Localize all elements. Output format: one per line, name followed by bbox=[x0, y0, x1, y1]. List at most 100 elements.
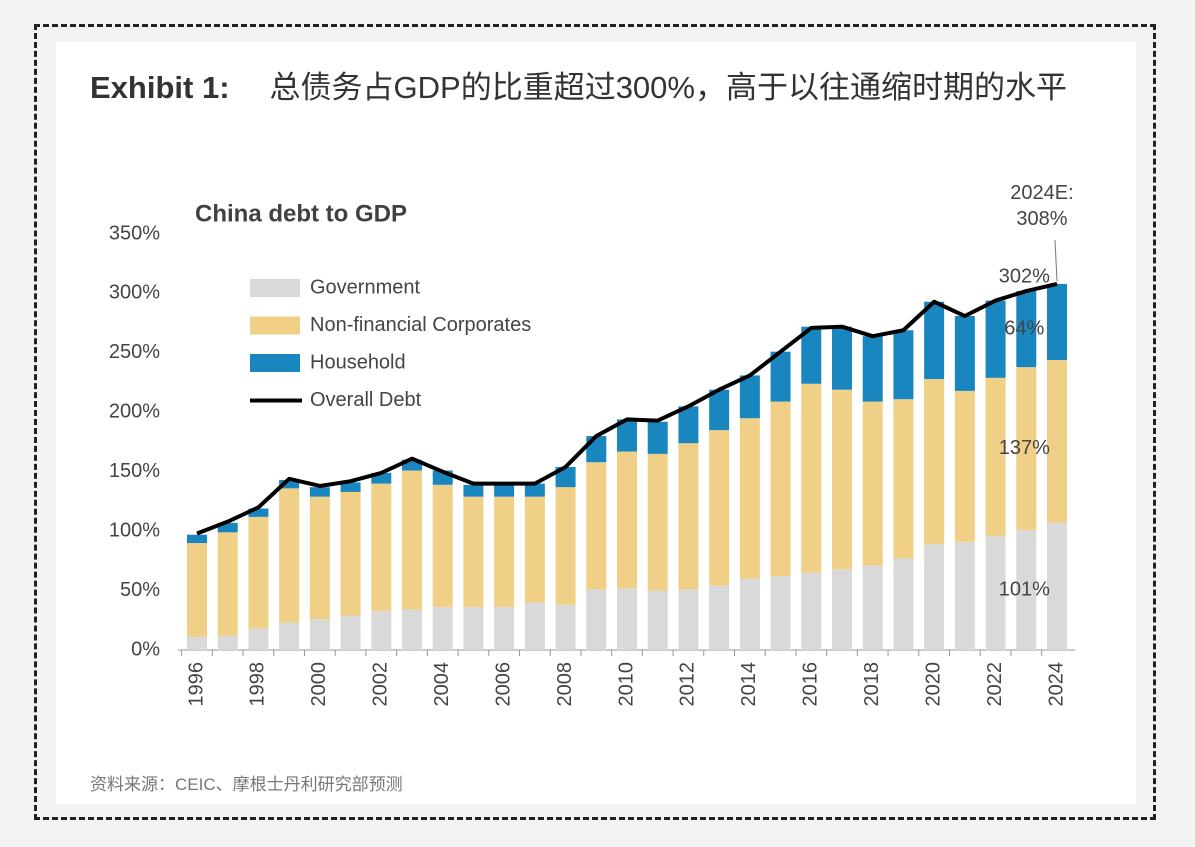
y-tick-label: 0% bbox=[131, 638, 160, 660]
bar-segment bbox=[893, 330, 914, 400]
bar-segment bbox=[555, 604, 576, 650]
value-label-text: 2024E: 308% bbox=[1010, 182, 1074, 230]
legend-swatch bbox=[250, 316, 300, 335]
value-label: 137% bbox=[999, 437, 1050, 459]
bar-segment bbox=[678, 589, 699, 650]
bar-segment bbox=[187, 534, 207, 544]
bar-segment bbox=[494, 496, 515, 608]
bar-segment bbox=[770, 576, 791, 650]
bar-segment bbox=[985, 300, 1006, 378]
bar-segment bbox=[985, 377, 1006, 536]
value-label: 101% bbox=[999, 578, 1050, 600]
source: 资料来源：CEIC、摩根士丹利研究部预测 bbox=[90, 775, 403, 794]
bar-segment bbox=[617, 451, 637, 589]
bar-segment bbox=[1047, 359, 1067, 523]
bar-segment bbox=[340, 482, 361, 492]
bar-segment bbox=[555, 487, 576, 605]
bar-segment bbox=[279, 622, 300, 650]
bar-segment bbox=[248, 628, 269, 650]
bar-segment bbox=[1047, 283, 1067, 360]
line bbox=[196, 281, 1058, 536]
bar-segment bbox=[309, 487, 330, 497]
x-tick-label: 2022 bbox=[984, 662, 1006, 707]
bar-segment bbox=[862, 565, 883, 650]
frame bbox=[34, 24, 1156, 820]
x-tick-label: 1998 bbox=[247, 662, 269, 707]
bar-segment bbox=[709, 585, 730, 650]
y-tick-label: 200% bbox=[109, 401, 160, 423]
x-tick-label: 1996 bbox=[185, 662, 207, 707]
x-tick-label: 2002 bbox=[370, 662, 392, 707]
bar-segment bbox=[432, 607, 453, 650]
bar-segment bbox=[832, 569, 852, 650]
value-label: 2024E: 308% bbox=[1010, 182, 1074, 230]
bar-segment bbox=[463, 484, 484, 497]
bar-segment bbox=[463, 496, 484, 608]
bar-segment bbox=[402, 470, 422, 610]
bar-segment bbox=[739, 578, 760, 650]
bar-segment bbox=[524, 496, 545, 603]
bar-segment bbox=[586, 589, 607, 650]
y-tick-label: 50% bbox=[120, 579, 160, 601]
bar-segment bbox=[893, 399, 914, 559]
headline: 总债务占GDP的比重超过300%，高于以往通缩时期的水平 bbox=[269, 70, 1067, 105]
bar-segment bbox=[586, 436, 607, 463]
bar-segment bbox=[340, 615, 361, 650]
x-tick-label: 2024 bbox=[1045, 662, 1067, 707]
bar-segment bbox=[801, 572, 822, 650]
y-tick-label: 100% bbox=[109, 519, 160, 541]
bar-segment bbox=[924, 544, 945, 650]
bar-segment bbox=[524, 483, 545, 497]
bar-segment bbox=[770, 351, 791, 402]
bar-segment bbox=[1016, 367, 1037, 530]
bar-segment bbox=[524, 602, 545, 650]
bar-segment bbox=[402, 459, 422, 471]
bar-segment bbox=[801, 326, 822, 384]
legend-swatch bbox=[250, 354, 300, 372]
bar-segment bbox=[954, 316, 975, 391]
bar-segment bbox=[862, 401, 883, 566]
bar-segment bbox=[309, 619, 330, 650]
exhibit: Exhibit 1: bbox=[90, 70, 230, 105]
bar-segment bbox=[248, 516, 269, 629]
bar-segment bbox=[187, 543, 207, 637]
label-connector bbox=[1054, 239, 1058, 281]
x-tick-label: 2020 bbox=[922, 662, 944, 707]
bar-segment bbox=[647, 453, 668, 591]
bar-segment bbox=[187, 636, 207, 650]
bar-segment bbox=[402, 609, 422, 650]
bar-segment bbox=[801, 383, 822, 573]
bar-segment bbox=[371, 472, 392, 484]
y-tick-label: 300% bbox=[109, 282, 160, 304]
bar-segment bbox=[954, 390, 975, 542]
bar-segment bbox=[617, 588, 637, 650]
legend-swatch bbox=[250, 279, 300, 297]
x-tick-label: 2016 bbox=[800, 662, 822, 707]
bar-segment bbox=[432, 484, 453, 608]
bar-segment bbox=[924, 301, 945, 380]
title: Exhibit 1: 总债务占GDP的比重超过300%，高于以往通缩时期的水平 bbox=[90, 60, 1100, 116]
legend-label: Household bbox=[310, 351, 406, 373]
bar-segment bbox=[248, 508, 269, 517]
bar-segment bbox=[555, 466, 576, 488]
x-tick-label: 2010 bbox=[615, 662, 637, 707]
bar-segment bbox=[1047, 522, 1067, 650]
bar-segment bbox=[217, 522, 238, 533]
bar-segment bbox=[862, 336, 883, 402]
x-tick-label: 2012 bbox=[677, 662, 699, 707]
bar-segment bbox=[371, 610, 392, 650]
bar-segment bbox=[985, 535, 1006, 650]
bar-segment bbox=[1016, 291, 1037, 368]
bar-segment bbox=[647, 421, 668, 454]
value-label: 302% bbox=[999, 265, 1050, 287]
x-tick-label: 2018 bbox=[861, 662, 883, 707]
bar-segment bbox=[893, 558, 914, 650]
bar-segment bbox=[279, 488, 300, 623]
legend-label: Non-financial Corporates bbox=[310, 314, 531, 336]
bar-segment bbox=[586, 462, 607, 590]
bar-segment bbox=[739, 375, 760, 419]
bar-segment bbox=[678, 443, 699, 590]
bar-segment bbox=[494, 607, 515, 650]
